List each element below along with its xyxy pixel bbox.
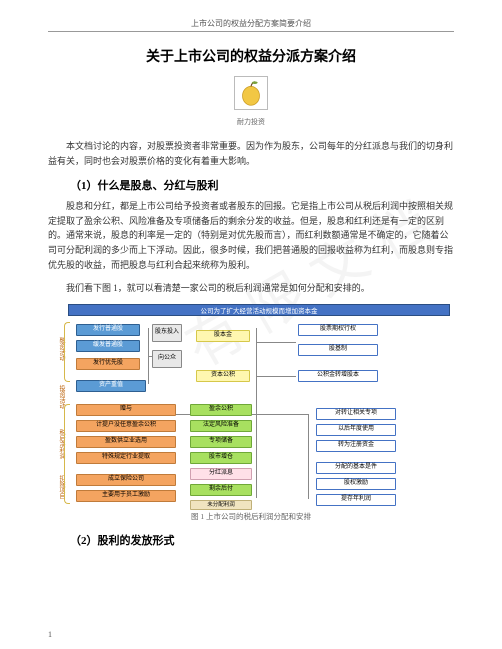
- box-right-1: 股基制: [298, 344, 378, 356]
- diagram-topbar: 公司为了扩大经营活动规模而增加资本金: [68, 304, 450, 316]
- box-right-6: 分配的基本是件: [316, 462, 396, 474]
- box-left-0: 发行普通股: [76, 324, 140, 336]
- line: [256, 328, 257, 498]
- page-header: 上市公司的权益分配方案简要介绍: [48, 18, 454, 32]
- section-1-para-1: 股息和分红，都是上市公司给予投资者或者股东的回报。它是指上市公司从税后利润中按照…: [48, 199, 454, 273]
- apple-caption: 耐力投资: [48, 117, 454, 127]
- box-mid-7: 股市增仓: [190, 452, 252, 464]
- profit-allocation-diagram: 公司为了扩大经营活动规模而增加资本金 融资活动 投资活动 税后净利润 扣除项目 …: [48, 304, 454, 509]
- section-1-para-2: 我们看下图 1，就可以看清楚一家公司的税后利润通常是如何分配和安排的。: [48, 281, 454, 296]
- apple-icon: [234, 76, 268, 110]
- box-left-3-4: 资产重值: [76, 380, 146, 392]
- section-1-heading: （1）什么是股息、分红与股利: [48, 177, 454, 193]
- box-mid-5: 法定风险准备: [190, 420, 252, 432]
- section-2-heading: （2）股利的发放形式: [48, 532, 454, 548]
- box-mid-3: 资本公积: [196, 370, 250, 382]
- vlabel-invest: 投资活动: [50, 382, 64, 412]
- box-left-9: 成立保险公司: [76, 474, 176, 486]
- apple-icon-wrap: [48, 76, 454, 115]
- page-number: 1: [48, 630, 52, 639]
- vlabel-profit: 税后净利润: [50, 422, 64, 466]
- box-mid-1: 向公众: [152, 350, 182, 368]
- figure-caption: 图 1 上市公司的税后利润分配和安排: [48, 511, 454, 522]
- box-mid-10: 未分配利润: [190, 500, 252, 510]
- bracket-2: [64, 404, 70, 504]
- box-right-2: 公积金转增股本: [298, 370, 378, 382]
- box-right-7: 股权激励: [316, 478, 396, 490]
- line: [256, 342, 296, 343]
- box-mid-0: 股东投入: [152, 324, 182, 342]
- box-right-0: 股票期权行权: [298, 324, 378, 336]
- vlabel-deduct: 扣除项目: [50, 472, 64, 502]
- intro-paragraph: 本文档讨论的内容，对股票投资者非常重要。因为作为股东，公司每年的分红派息与我们的…: [48, 139, 454, 169]
- box-left-10: 主要用于员工激励: [76, 490, 176, 502]
- box-right-8: 提存年利润: [316, 494, 396, 506]
- doc-title: 关于上市公司的权益分派方案介绍: [48, 46, 454, 66]
- box-right-3: 对转让相关专项: [316, 408, 396, 420]
- line: [308, 414, 309, 499]
- box-mid-6: 专项储备: [190, 436, 252, 448]
- box-left-7: 盈数供立业选用: [76, 436, 176, 448]
- box-mid-8: 分红派息: [190, 468, 252, 480]
- box-left-5: 赠与: [76, 404, 176, 416]
- box-right-5: 转为注册资金: [316, 440, 396, 452]
- bracket-1: [64, 322, 70, 382]
- box-mid-9: 剩余后付: [190, 484, 252, 496]
- vlabel-financing: 融资活动: [50, 324, 64, 374]
- box-right-4: 以后年度使用: [316, 424, 396, 436]
- box-mid-4: 盈余公积: [190, 404, 252, 416]
- box-mid-2: 股本金: [196, 330, 250, 342]
- box-left-2: 发行优先股: [76, 358, 140, 370]
- box-left-6: 计提户没任意盈余公积: [76, 420, 176, 432]
- box-left-1: 缓发普通股: [76, 340, 140, 352]
- box-left-8: 特殊规定行业提取: [76, 452, 176, 464]
- line: [256, 376, 296, 377]
